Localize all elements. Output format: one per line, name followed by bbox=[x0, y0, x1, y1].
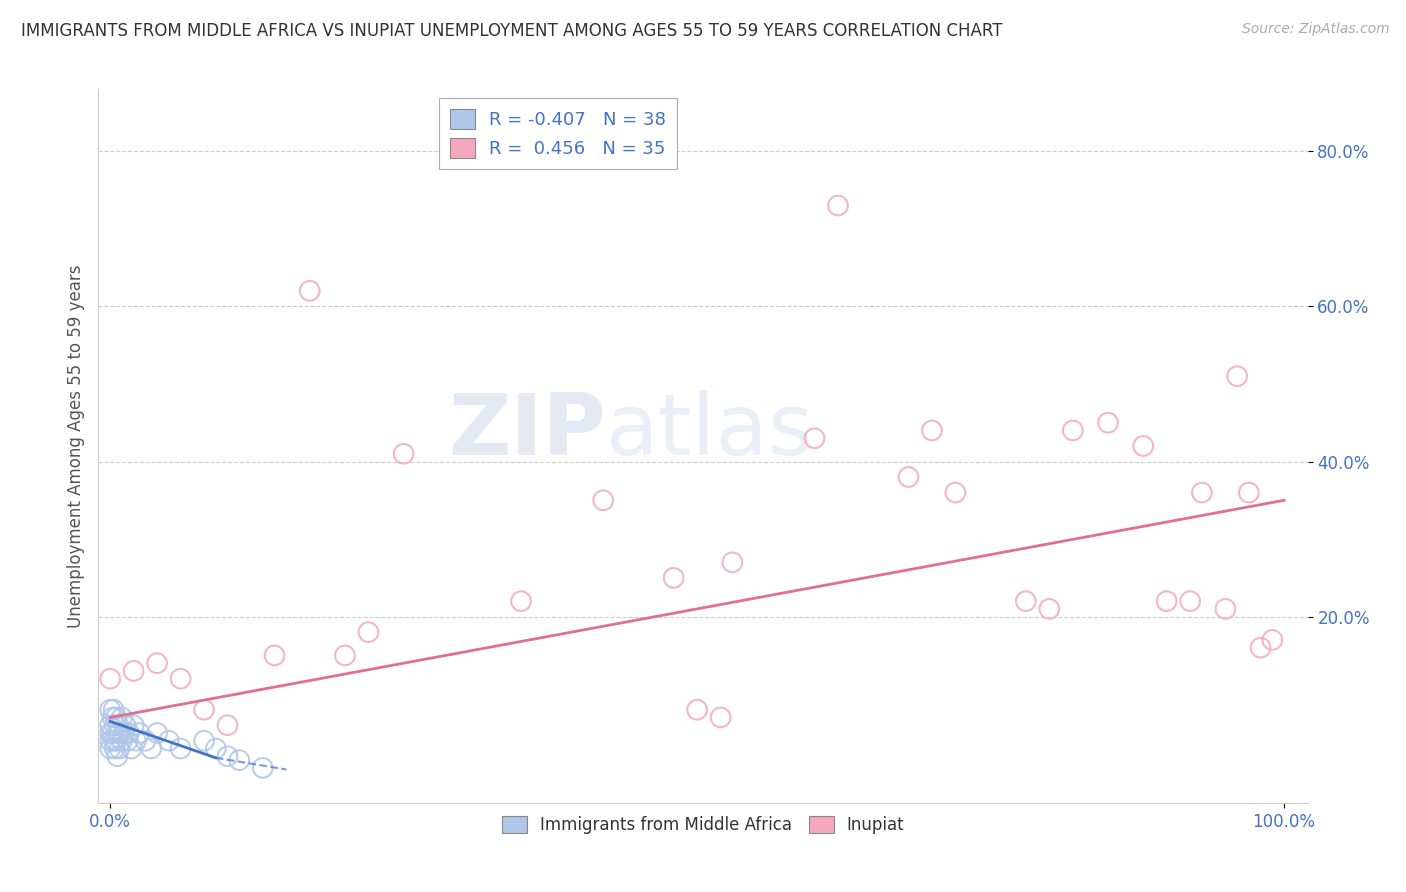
Point bbox=[169, 741, 191, 756]
Point bbox=[146, 656, 169, 670]
Point bbox=[1237, 485, 1260, 500]
Point bbox=[111, 733, 134, 747]
Point bbox=[1250, 640, 1272, 655]
Legend: Immigrants from Middle Africa, Inupiat: Immigrants from Middle Africa, Inupiat bbox=[492, 806, 914, 845]
Point bbox=[111, 710, 134, 724]
Point bbox=[101, 726, 124, 740]
Text: Source: ZipAtlas.com: Source: ZipAtlas.com bbox=[1241, 22, 1389, 37]
Point bbox=[157, 733, 180, 747]
Point bbox=[103, 733, 125, 747]
Point bbox=[98, 672, 121, 686]
Point bbox=[710, 710, 733, 724]
Point bbox=[228, 753, 250, 767]
Point bbox=[1062, 424, 1084, 438]
Point bbox=[122, 718, 145, 732]
Point bbox=[98, 726, 121, 740]
Point bbox=[1015, 594, 1038, 608]
Point bbox=[108, 726, 131, 740]
Point bbox=[169, 672, 191, 686]
Text: ZIP: ZIP bbox=[449, 390, 606, 474]
Point bbox=[98, 703, 121, 717]
Point bbox=[662, 571, 685, 585]
Point bbox=[333, 648, 356, 663]
Point bbox=[217, 749, 239, 764]
Point bbox=[141, 741, 163, 756]
Text: atlas: atlas bbox=[606, 390, 814, 474]
Point bbox=[103, 703, 125, 717]
Point bbox=[101, 710, 124, 724]
Point bbox=[803, 431, 825, 445]
Y-axis label: Unemployment Among Ages 55 to 59 years: Unemployment Among Ages 55 to 59 years bbox=[66, 264, 84, 628]
Point bbox=[122, 664, 145, 678]
Point bbox=[897, 470, 920, 484]
Point bbox=[827, 198, 849, 212]
Point bbox=[105, 749, 128, 764]
Point bbox=[510, 594, 533, 608]
Point bbox=[125, 733, 148, 747]
Point bbox=[592, 493, 614, 508]
Point bbox=[104, 718, 127, 732]
Point bbox=[1215, 602, 1237, 616]
Point bbox=[105, 733, 128, 747]
Point bbox=[1261, 632, 1284, 647]
Point bbox=[98, 733, 121, 747]
Point bbox=[104, 741, 127, 756]
Point bbox=[193, 733, 215, 747]
Point bbox=[1156, 594, 1178, 608]
Point bbox=[921, 424, 943, 438]
Point bbox=[357, 625, 380, 640]
Point bbox=[134, 733, 156, 747]
Point bbox=[686, 703, 709, 717]
Point bbox=[120, 741, 142, 756]
Point bbox=[114, 718, 136, 732]
Point bbox=[108, 741, 131, 756]
Point bbox=[392, 447, 415, 461]
Point bbox=[146, 726, 169, 740]
Point bbox=[217, 718, 239, 732]
Point bbox=[193, 703, 215, 717]
Text: IMMIGRANTS FROM MIDDLE AFRICA VS INUPIAT UNEMPLOYMENT AMONG AGES 55 TO 59 YEARS : IMMIGRANTS FROM MIDDLE AFRICA VS INUPIAT… bbox=[21, 22, 1002, 40]
Point bbox=[117, 733, 139, 747]
Point bbox=[263, 648, 285, 663]
Point bbox=[1180, 594, 1202, 608]
Point bbox=[112, 726, 135, 740]
Point bbox=[1226, 369, 1249, 384]
Point bbox=[1097, 416, 1119, 430]
Point bbox=[945, 485, 967, 500]
Point bbox=[105, 726, 128, 740]
Point bbox=[107, 718, 129, 732]
Point bbox=[1191, 485, 1213, 500]
Point bbox=[1132, 439, 1154, 453]
Point bbox=[1038, 602, 1060, 616]
Point bbox=[98, 741, 121, 756]
Point bbox=[98, 718, 121, 732]
Point bbox=[204, 741, 226, 756]
Point bbox=[105, 710, 128, 724]
Point bbox=[118, 726, 141, 740]
Point bbox=[128, 726, 150, 740]
Point bbox=[721, 555, 744, 569]
Point bbox=[252, 761, 274, 775]
Point bbox=[298, 284, 321, 298]
